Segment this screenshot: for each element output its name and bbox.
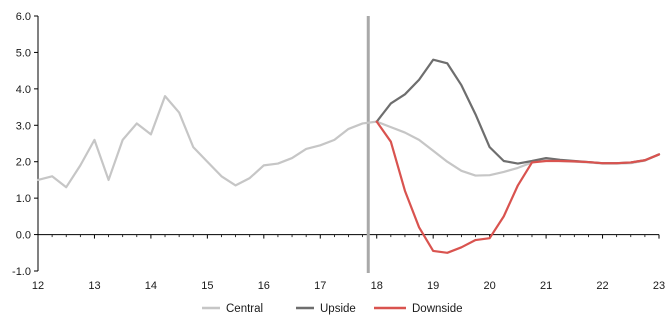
- series-line-central: [36, 95, 661, 189]
- legend: Central Upside Downside: [202, 303, 463, 315]
- x-tick-label: 16: [258, 280, 270, 292]
- legend-label-central: Central: [226, 303, 263, 315]
- x-tick-label: 19: [427, 280, 439, 292]
- x-tick-label: 17: [314, 280, 326, 292]
- x-tick-label: 20: [484, 280, 496, 292]
- y-tick-label: 2.0: [16, 157, 31, 169]
- legend-label-downside: Downside: [412, 303, 463, 315]
- y-tick-label: 5.0: [16, 47, 31, 59]
- x-tick-label: 13: [88, 280, 100, 292]
- y-tick-label: 0.0: [16, 230, 31, 242]
- x-tick-label: 21: [540, 280, 552, 292]
- x-tick-label: 15: [201, 280, 213, 292]
- y-tick-label: -1.0: [12, 266, 31, 278]
- y-tick-label: 1.0: [16, 193, 31, 205]
- y-tick-label: 6.0: [16, 11, 31, 23]
- series-line-upside: [375, 58, 661, 165]
- y-tick-label: 4.0: [16, 84, 31, 96]
- x-tick-label: 22: [596, 280, 608, 292]
- legend-label-upside: Upside: [320, 303, 356, 315]
- y-tick-label: 3.0: [16, 120, 31, 132]
- series-layer: [36, 58, 661, 254]
- x-tick-label: 23: [653, 280, 665, 292]
- x-tick-label: 12: [32, 280, 44, 292]
- x-tick-label: 14: [145, 280, 157, 292]
- x-tick-label: 18: [371, 280, 383, 292]
- series-line-downside: [375, 120, 661, 254]
- axes: -1.0 0.0 1.0 2.0 3.0 4.0 5.0 6.0 12 13 14 15 16 17 18 1…: [12, 11, 665, 292]
